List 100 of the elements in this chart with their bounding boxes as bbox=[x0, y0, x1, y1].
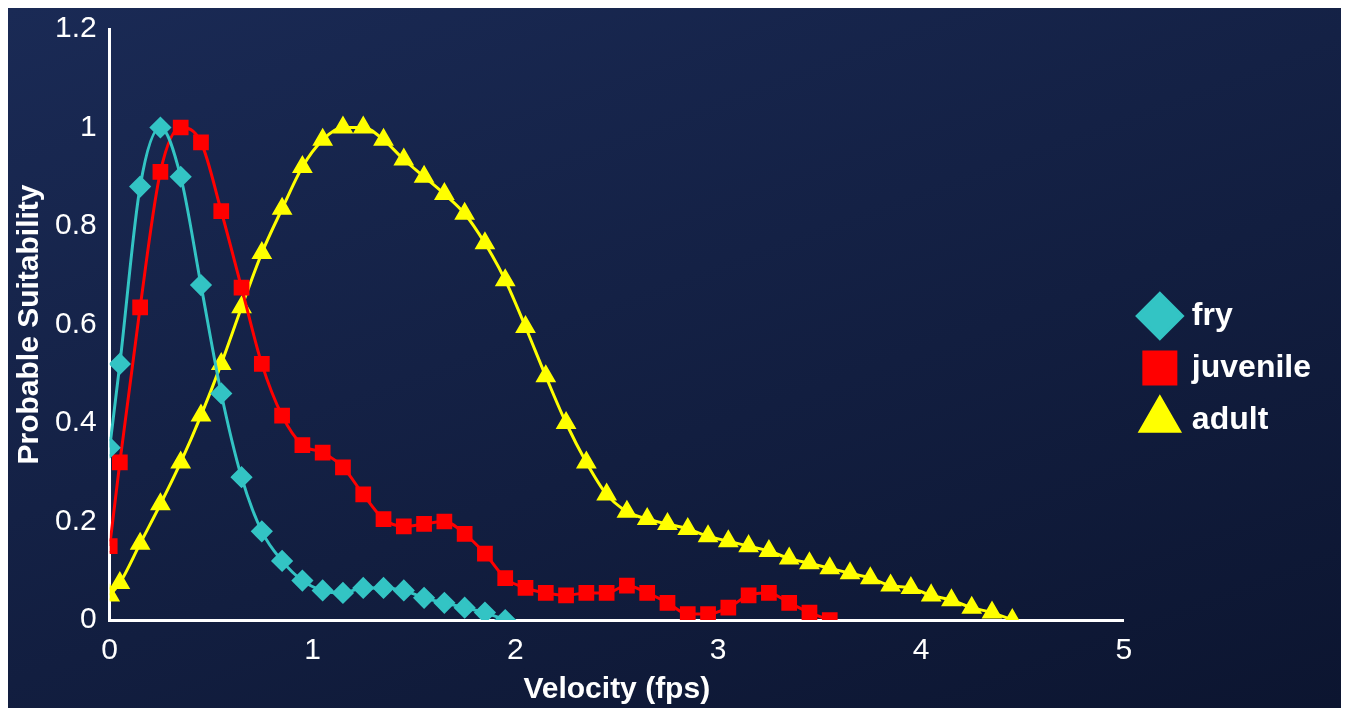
point bbox=[171, 451, 190, 469]
point bbox=[456, 525, 473, 542]
point bbox=[759, 540, 779, 558]
point bbox=[210, 382, 232, 404]
point bbox=[517, 580, 534, 596]
x-tick-label: 3 bbox=[709, 632, 727, 666]
point bbox=[374, 129, 393, 146]
point bbox=[293, 156, 312, 173]
point bbox=[149, 117, 171, 138]
point bbox=[353, 117, 373, 134]
point bbox=[291, 570, 313, 592]
point bbox=[395, 518, 412, 535]
point bbox=[333, 117, 353, 134]
point bbox=[639, 585, 656, 601]
point bbox=[111, 454, 128, 471]
point bbox=[962, 597, 982, 614]
point bbox=[719, 530, 738, 548]
point bbox=[840, 562, 860, 580]
point bbox=[598, 585, 615, 601]
x-tick-label: 4 bbox=[912, 632, 930, 666]
point bbox=[578, 585, 595, 601]
point bbox=[129, 176, 151, 198]
point bbox=[193, 134, 209, 151]
point bbox=[274, 407, 290, 424]
point bbox=[740, 587, 757, 604]
point bbox=[619, 577, 635, 594]
point bbox=[982, 602, 1002, 619]
legend-label: fry bbox=[1191, 295, 1233, 332]
point bbox=[191, 405, 211, 422]
point bbox=[881, 575, 900, 592]
point bbox=[800, 552, 819, 570]
point bbox=[474, 602, 496, 620]
point bbox=[820, 557, 840, 575]
x-tick-label: 0 bbox=[101, 632, 119, 666]
point bbox=[414, 166, 434, 183]
point bbox=[698, 525, 718, 543]
y-tick-label: 0 bbox=[80, 601, 97, 635]
point bbox=[475, 232, 495, 250]
point bbox=[233, 279, 250, 296]
point bbox=[942, 589, 961, 607]
point bbox=[152, 163, 169, 180]
point bbox=[659, 594, 676, 611]
point bbox=[700, 606, 716, 620]
point bbox=[172, 119, 189, 136]
point bbox=[394, 149, 414, 166]
point bbox=[720, 599, 737, 616]
point bbox=[537, 585, 554, 601]
point bbox=[801, 604, 818, 620]
point bbox=[861, 567, 880, 585]
legend-label: juvenile bbox=[1190, 347, 1311, 384]
point bbox=[271, 550, 293, 572]
point bbox=[556, 412, 576, 429]
point bbox=[739, 535, 758, 553]
point bbox=[332, 582, 354, 604]
x-tick-label: 1 bbox=[304, 632, 321, 666]
point bbox=[901, 577, 921, 594]
point bbox=[213, 203, 230, 220]
point bbox=[313, 129, 332, 146]
x-tick-label: 2 bbox=[507, 632, 524, 666]
point bbox=[679, 606, 696, 620]
point bbox=[130, 533, 150, 550]
point bbox=[314, 444, 331, 461]
point bbox=[761, 585, 777, 601]
point bbox=[253, 356, 270, 372]
point bbox=[251, 520, 273, 542]
point bbox=[497, 570, 514, 586]
point bbox=[781, 594, 798, 611]
point bbox=[495, 269, 515, 287]
point bbox=[658, 513, 677, 530]
point bbox=[170, 166, 192, 188]
point bbox=[921, 584, 941, 602]
y-tick-label: 1.2 bbox=[54, 10, 97, 44]
point bbox=[335, 459, 351, 476]
point bbox=[617, 501, 637, 518]
point bbox=[477, 545, 493, 562]
point bbox=[436, 513, 453, 530]
y-tick-label: 1 bbox=[80, 108, 97, 142]
point bbox=[355, 486, 372, 503]
point bbox=[312, 579, 334, 601]
point bbox=[516, 316, 535, 333]
point bbox=[637, 508, 657, 526]
point bbox=[558, 587, 574, 604]
point bbox=[272, 198, 292, 215]
point bbox=[375, 511, 392, 527]
point bbox=[190, 274, 212, 296]
point bbox=[109, 353, 131, 375]
y-tick-label: 0.8 bbox=[54, 207, 97, 241]
point bbox=[455, 203, 474, 220]
point bbox=[151, 493, 170, 511]
point bbox=[132, 299, 148, 316]
point bbox=[252, 242, 272, 260]
point bbox=[536, 365, 556, 383]
point bbox=[231, 466, 253, 488]
x-tick-label: 5 bbox=[1115, 632, 1133, 666]
y-tick-label: 0.2 bbox=[54, 502, 97, 536]
point bbox=[352, 577, 374, 599]
point bbox=[454, 597, 476, 619]
point bbox=[435, 183, 454, 200]
y-tick-label: 0.4 bbox=[54, 404, 97, 438]
point bbox=[779, 547, 799, 565]
